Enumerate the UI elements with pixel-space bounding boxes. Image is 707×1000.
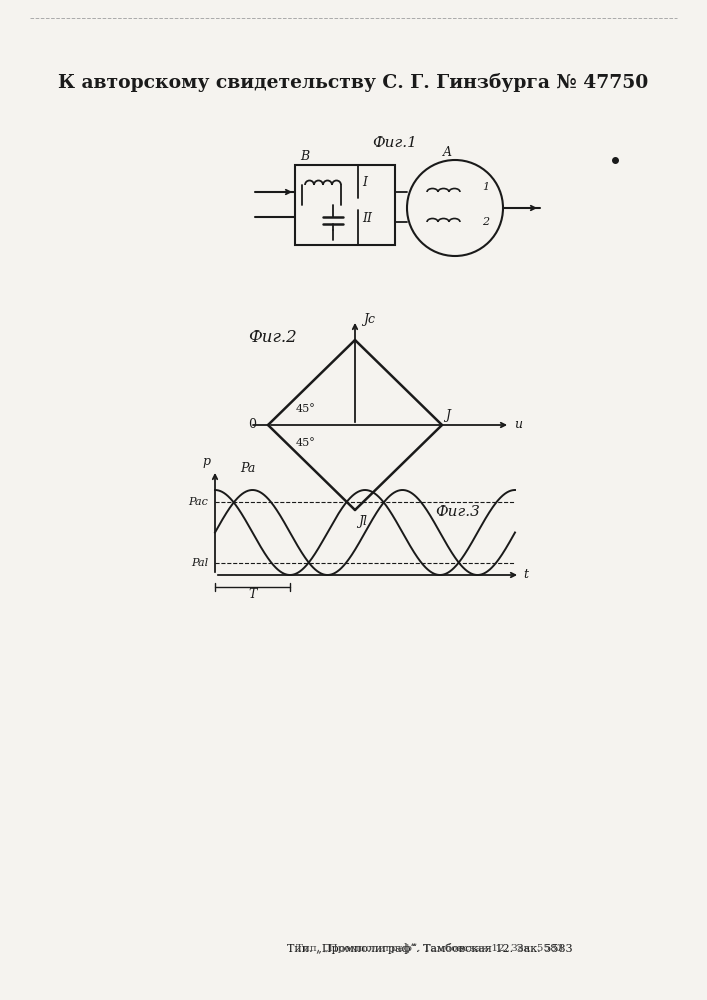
Text: Pal: Pal: [191, 558, 208, 568]
Text: u: u: [514, 418, 522, 432]
Text: Тип. „Промполиграф“. Тамбовская 12. Зак. 5583: Тип. „Промполиграф“. Тамбовская 12. Зак.…: [287, 942, 573, 954]
Text: Jl: Jl: [358, 516, 367, 528]
Text: J: J: [445, 408, 450, 422]
Text: B: B: [300, 150, 309, 163]
Text: 2: 2: [482, 217, 489, 227]
Text: 1: 1: [482, 182, 489, 192]
Text: p: p: [202, 456, 210, 468]
Bar: [295, 165, 395, 245]
Text: 45°: 45°: [296, 404, 316, 414]
Text: Pa: Pa: [240, 462, 255, 475]
Text: 45°: 45°: [296, 438, 316, 448]
Text: T: T: [248, 588, 257, 601]
Text: t: t: [523, 568, 528, 582]
Text: Фиг.3: Фиг.3: [435, 505, 480, 519]
Text: Pac: Pac: [188, 497, 208, 507]
Text: Фиг.1: Фиг.1: [373, 136, 417, 150]
Text: II: II: [362, 212, 372, 225]
Text: Фиг.2: Фиг.2: [248, 328, 297, 346]
Text: 0: 0: [248, 418, 256, 432]
Text: I: I: [362, 176, 367, 188]
Text: Jc: Jc: [363, 312, 375, 326]
Text: A: A: [443, 145, 452, 158]
Text: Тип. „Промполиграф“. Тамбовская 12. Зак. 5583: Тип. „Промполиграф“. Тамбовская 12. Зак.…: [296, 943, 563, 953]
Text: К авторскому свидетельству С. Г. Гинзбурга № 47750: К авторскому свидетельству С. Г. Гинзбур…: [58, 73, 648, 92]
